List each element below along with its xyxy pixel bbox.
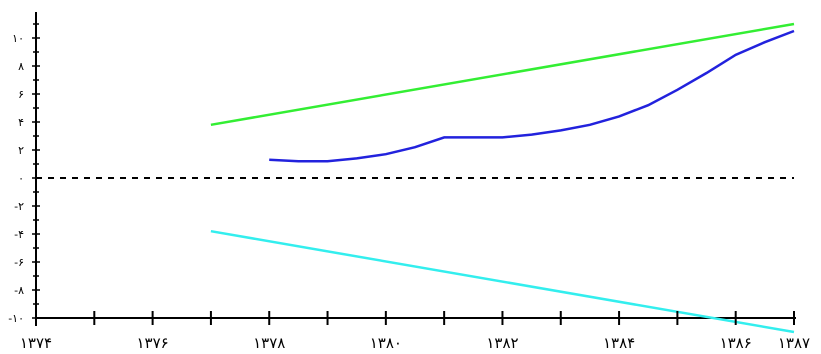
x-tick-label: ۱۳۸۶: [720, 334, 752, 352]
y-tick-label: -۴: [14, 228, 24, 241]
x-tick-label: ۱۳۷۴: [20, 334, 52, 352]
chart-axes: [35, 12, 796, 326]
x-tick-label: ۱۳۸۲: [486, 334, 518, 352]
x-tick-label: ۱۳۸۷: [778, 334, 810, 352]
series-line-1: [210, 22, 795, 127]
y-tick-label: ۶: [18, 88, 24, 101]
series-line-2: [269, 29, 795, 163]
y-tick-label: ۴: [18, 116, 24, 129]
y-tick-label: ۲: [18, 144, 24, 157]
series-line-3: [210, 229, 795, 334]
y-tick-label: -۲: [14, 200, 24, 213]
x-tick-label: ۱۳۸۴: [603, 334, 635, 352]
y-tick-label: ۰: [18, 172, 24, 185]
y-tick-label: -۱۰: [8, 312, 24, 325]
y-tick-label: ۱۰: [12, 32, 24, 45]
y-axis-ticks: ۱۰ ۸ ۶ ۴ ۲ ۰ -۲ -۴ -۶ -۸ -۱۰: [8, 23, 40, 325]
chart-series: [36, 22, 795, 334]
x-tick-label: ۱۳۷۸: [253, 334, 285, 352]
x-tick-label: ۱۳۸۰: [370, 334, 402, 352]
y-tick-label: -۸: [14, 284, 24, 297]
y-tick-label: ۸: [18, 60, 24, 73]
y-tick-label: -۶: [14, 256, 24, 269]
x-tick-label: ۱۳۷۶: [136, 334, 168, 352]
x-axis-ticks: ۱۳۷۴ ۱۳۷۶ ۱۳۷۸ ۱۳۸۰ ۱۳۸۲ ۱۳۸۴ ۱۳۸۶ ۱۳۸۷: [20, 311, 810, 352]
